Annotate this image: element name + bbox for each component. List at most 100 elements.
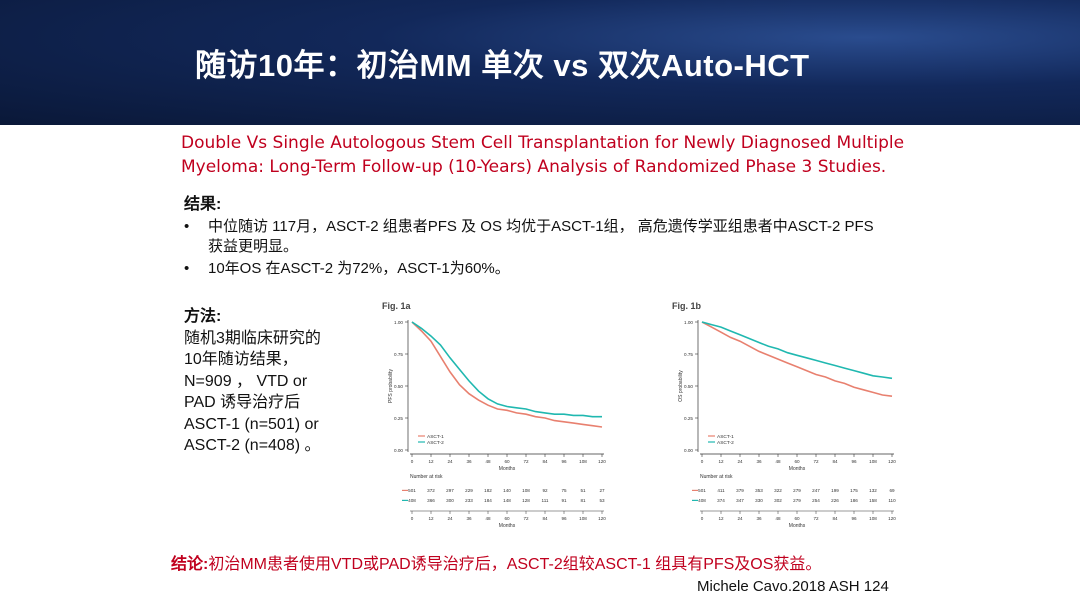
risk-x-tick-label: 120 [888, 516, 896, 521]
methods-heading: 方法: [184, 308, 222, 325]
risk-table-cell: 199 [831, 488, 839, 493]
risk-table-cell: 111 [542, 498, 549, 503]
risk-table-cell: 374 [717, 498, 725, 503]
series-line-asct-2 [411, 321, 602, 418]
risk-table-cell: 51 [580, 488, 586, 493]
risk-table-cell: 27 [599, 488, 605, 493]
risk-table-cell: 69 [889, 488, 895, 493]
risk-table-cell: 322 [774, 488, 782, 493]
y-axis-label: OS probability [678, 370, 684, 402]
risk-x-tick-label: 108 [579, 516, 587, 521]
risk-x-tick-label: 60 [794, 516, 800, 521]
risk-x-tick-label: 12 [428, 516, 434, 521]
legend-label: ASCT-1 [427, 434, 444, 440]
risk-table-cell: 53 [599, 498, 605, 503]
risk-x-tick-label: 84 [832, 516, 838, 521]
x-axis-label: Months [789, 466, 806, 472]
risk-table-cell: 229 [465, 488, 473, 493]
km-chart-os: Fig. 1b 0.00 0.25 0.50 0.75 1.00 0 12 24 36 48 60 72… [672, 301, 896, 529]
risk-x-tick-label: 108 [869, 516, 877, 521]
x-tick-label: 84 [542, 459, 548, 464]
risk-table-cell: 75 [561, 488, 567, 493]
header-banner: 随访10年：初治MM 单次 vs 双次Auto-HCT [0, 0, 1080, 125]
risk-table-cell: 297 [446, 488, 454, 493]
results-bullet: 中位随访 117月，ASCT-2 组患者PFS 及 OS 均优于ASCT-1组，… [184, 217, 884, 257]
y-tick-label: 1.00 [684, 320, 693, 325]
risk-table-cell: 408 [408, 498, 416, 503]
y-tick-label: 1.00 [394, 320, 403, 325]
risk-table-cell: 186 [850, 498, 858, 503]
results-list: 中位随访 117月，ASCT-2 组患者PFS 及 OS 均优于ASCT-1组，… [184, 217, 884, 279]
risk-table-cell: 302 [774, 498, 782, 503]
figure-1b: Fig. 1b 0.00 0.25 0.50 0.75 1.00 0 12 24 36 48 60 72… [660, 298, 900, 530]
y-tick-label: 0.00 [394, 448, 403, 453]
risk-table-cell: 379 [736, 488, 744, 493]
x-tick-label: 72 [813, 459, 819, 464]
y-tick-label: 0.50 [394, 384, 403, 389]
risk-x-tick-label: 48 [485, 516, 491, 521]
conclusion-text: 初治MM患者使用VTD或PAD诱导治疗后，ASCT-2组较ASCT-1 组具有P… [208, 556, 822, 573]
risk-table-cell: 110 [888, 498, 896, 503]
results-bullet: 10年OS 在ASCT-2 为72%，ASCT-1为60%。 [184, 259, 884, 279]
legend-label: ASCT-1 [717, 434, 734, 440]
risk-x-tick-label: 12 [718, 516, 724, 521]
x-tick-label: 12 [718, 459, 724, 464]
risk-table-cell: 158 [869, 498, 877, 503]
x-tick-label: 84 [832, 459, 838, 464]
risk-table-cell: 366 [427, 498, 435, 503]
x-tick-label: 96 [561, 459, 567, 464]
citation: Michele Cavo.2018 ASH 124 [697, 578, 889, 595]
risk-table-cell: 330 [755, 498, 763, 503]
y-tick-label: 0.50 [684, 384, 693, 389]
x-tick-label: 108 [579, 459, 587, 464]
x-tick-label: 60 [504, 459, 510, 464]
risk-table-cell: 182 [484, 488, 492, 493]
risk-table-title: Number at risk [700, 474, 733, 480]
x-tick-label: 0 [701, 459, 704, 464]
y-axis-label: PFS probability [388, 369, 394, 403]
risk-x-axis-label: Months [499, 523, 516, 529]
conclusion-label: 结论: [171, 556, 209, 573]
risk-x-tick-label: 36 [466, 516, 472, 521]
chart-title: Fig. 1b [672, 301, 702, 311]
y-tick-label: 0.75 [394, 352, 403, 357]
risk-x-axis-label: Months [789, 523, 806, 529]
risk-table-cell: 254 [812, 498, 820, 503]
risk-table-cell: 233 [465, 498, 473, 503]
risk-table-cell: 411 [717, 488, 725, 493]
x-tick-label: 48 [775, 459, 781, 464]
x-tick-label: 48 [485, 459, 491, 464]
x-axis-label: Months [499, 466, 516, 472]
x-tick-label: 96 [851, 459, 857, 464]
results-heading: 结果: [184, 196, 222, 213]
x-tick-label: 36 [466, 459, 472, 464]
figure-1a: Fig. 1a 0.00 0.25 0.50 0.75 1.00 0 12 24 36 48 60 72… [370, 298, 610, 530]
risk-table-cell: 148 [503, 498, 511, 503]
risk-table-cell: 353 [755, 488, 763, 493]
risk-x-tick-label: 24 [737, 516, 743, 521]
risk-table-cell: 108 [522, 488, 530, 493]
risk-x-tick-label: 72 [523, 516, 529, 521]
risk-table-cell: 132 [869, 488, 877, 493]
risk-x-tick-label: 96 [851, 516, 857, 521]
series-line-asct-1 [701, 321, 893, 397]
paper-title: Double Vs Single Autologous Stem Cell Tr… [181, 133, 905, 177]
risk-x-tick-label: 0 [411, 516, 414, 521]
risk-table-cell: 300 [446, 498, 454, 503]
risk-table-cell: 408 [698, 498, 706, 503]
risk-x-tick-label: 48 [775, 516, 781, 521]
risk-x-tick-label: 60 [504, 516, 510, 521]
risk-table-cell: 128 [522, 498, 530, 503]
chart-title: Fig. 1a [382, 301, 412, 311]
risk-x-tick-label: 72 [813, 516, 819, 521]
risk-table-cell: 81 [580, 498, 586, 503]
risk-table-cell: 184 [484, 498, 492, 503]
risk-table-cell: 175 [850, 488, 858, 493]
x-tick-label: 120 [888, 459, 896, 464]
legend-label: ASCT-2 [427, 440, 444, 446]
y-tick-label: 0.25 [394, 416, 403, 421]
risk-table-title: Number at risk [410, 474, 443, 480]
risk-table-cell: 247 [812, 488, 820, 493]
series-line-asct-1 [411, 321, 603, 428]
risk-table-cell: 92 [542, 488, 548, 493]
